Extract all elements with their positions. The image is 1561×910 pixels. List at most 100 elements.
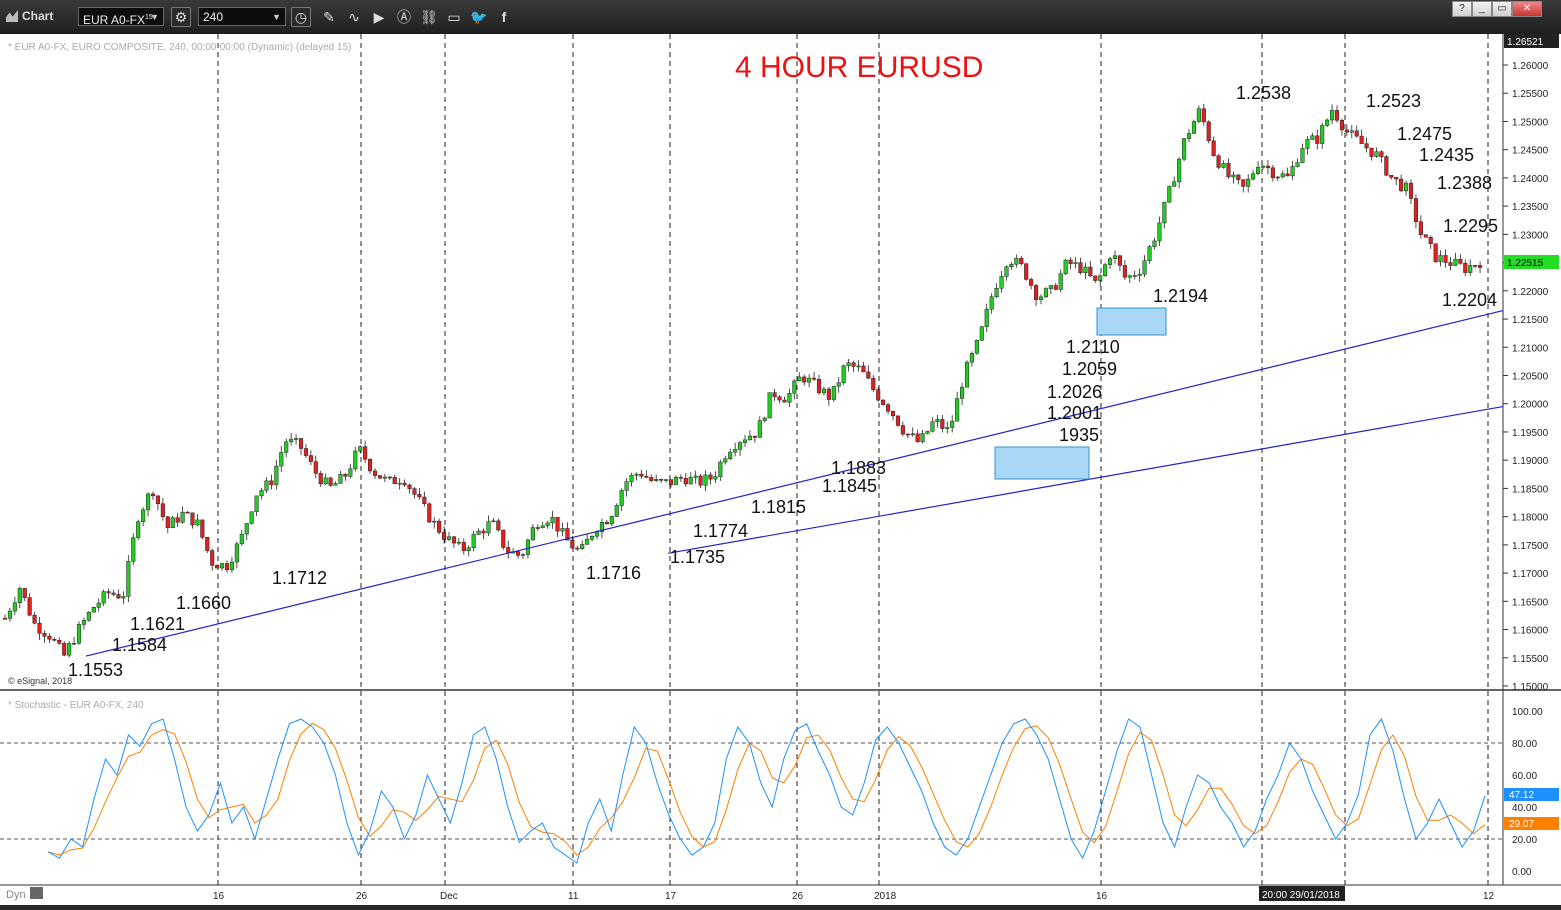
- candle-up: [989, 296, 994, 310]
- stochastic-series: [47, 717, 1486, 864]
- candle-up: [841, 365, 846, 383]
- time-tick-label: 17: [665, 891, 677, 902]
- time-tick-label: 16: [213, 891, 225, 902]
- price-tick-label: 1.17500: [1512, 541, 1549, 552]
- candle-down: [442, 532, 447, 540]
- play-icon[interactable]: ▶: [373, 9, 385, 25]
- settings-icon[interactable]: ⚙: [171, 7, 191, 27]
- candle-down: [1394, 177, 1399, 180]
- candle-up: [101, 591, 106, 604]
- chart-svg[interactable]: 1.26000 1.25500 1.25000 1.24500 1.24000 1.235…: [0, 34, 1561, 905]
- price-annotation: 1.1712: [272, 568, 327, 588]
- price-annotation: 1.1883: [831, 458, 886, 478]
- crosshair-time-text: 20:00 29/01/2018: [1262, 890, 1340, 901]
- help-button[interactable]: ?: [1452, 1, 1472, 17]
- price-tick-label: 1.19500: [1512, 428, 1549, 439]
- candle-up: [1280, 173, 1285, 178]
- candle-down: [313, 461, 318, 474]
- candle-up: [540, 525, 545, 529]
- candle-up: [76, 624, 82, 644]
- candle-down: [1201, 108, 1206, 123]
- interval-input[interactable]: 240 ▼: [198, 7, 286, 26]
- chevron-down-icon[interactable]: ▼: [150, 12, 159, 22]
- candle-down: [940, 419, 945, 429]
- candle-up: [466, 547, 471, 552]
- candle-down: [570, 539, 575, 549]
- restore-button[interactable]: ▭: [1492, 1, 1512, 17]
- minimize-button[interactable]: _: [1472, 1, 1492, 17]
- candle-up: [220, 563, 225, 569]
- trendline-lower[interactable]: [667, 405, 1504, 554]
- candle-up: [1177, 158, 1182, 183]
- candle-down: [1270, 167, 1275, 179]
- price-annotation: 1.2475: [1397, 124, 1452, 144]
- symbol-delay-superscript: 15: [145, 14, 153, 21]
- candle-down: [644, 475, 649, 478]
- price-tick-label: 1.16000: [1512, 626, 1549, 637]
- candle-up: [1172, 181, 1177, 187]
- comment-icon[interactable]: ▭: [447, 9, 461, 25]
- candle-down: [604, 521, 609, 525]
- stoch-tick-label: 0.00: [1512, 867, 1532, 878]
- candle-up: [131, 537, 136, 562]
- candle-up: [486, 521, 491, 534]
- candle-up: [348, 468, 353, 477]
- trendline-upper[interactable]: [85, 309, 1504, 657]
- facebook-icon[interactable]: f: [501, 9, 507, 25]
- candle-up: [1260, 165, 1266, 168]
- candle-down: [1029, 279, 1034, 286]
- link-icon[interactable]: ⛓: [420, 9, 438, 25]
- candle-up: [146, 493, 151, 511]
- line-tools-icon[interactable]: ∿: [348, 9, 360, 25]
- candle-down: [387, 476, 392, 479]
- candle-up: [1191, 121, 1196, 134]
- candle-down: [1117, 255, 1122, 266]
- candle-down: [1093, 275, 1098, 281]
- candle-up: [960, 386, 965, 399]
- candle-up: [1290, 166, 1295, 177]
- candle-up: [550, 517, 555, 524]
- candle-up: [1014, 258, 1019, 265]
- price-tick-label: 1.26000: [1512, 61, 1549, 72]
- candle-down: [1206, 121, 1211, 142]
- lock-icon[interactable]: [30, 887, 43, 899]
- candle-up: [358, 446, 363, 452]
- candle-up: [1275, 176, 1280, 179]
- alert-icon[interactable]: Ⓐ: [397, 9, 411, 25]
- chevron-down-icon[interactable]: ▼: [272, 12, 281, 22]
- clock-icon[interactable]: ◷: [291, 7, 311, 27]
- vertical-gridlines: [217, 34, 1489, 885]
- close-button[interactable]: ✕: [1512, 1, 1542, 17]
- pencil-icon[interactable]: ✎: [323, 9, 335, 25]
- candle-down: [668, 479, 674, 485]
- candle-down: [752, 435, 757, 438]
- candle-down: [1019, 258, 1024, 265]
- symbol-input[interactable]: EUR A0-FX15 ▼: [78, 7, 164, 27]
- price-annotation: 1.1660: [176, 593, 231, 613]
- candle-down: [407, 484, 412, 489]
- candle-up: [999, 276, 1004, 289]
- candle-up: [1246, 178, 1251, 187]
- candle-down: [57, 640, 62, 644]
- candle-up: [259, 490, 264, 497]
- twitter-icon[interactable]: 🐦: [470, 9, 488, 25]
- candle-up: [12, 602, 17, 612]
- candle-down: [871, 377, 876, 390]
- interval-value: 240: [203, 10, 224, 24]
- price-tick-label: 1.18000: [1512, 513, 1549, 524]
- price-annotation: 1.2059: [1062, 359, 1117, 379]
- candle-up: [1453, 258, 1458, 266]
- candle-down: [861, 365, 866, 373]
- candle-down: [649, 477, 654, 481]
- candle-down: [866, 371, 871, 379]
- price-axis: 1.26000 1.25500 1.25000 1.24500 1.24000 1.235…: [1503, 61, 1549, 693]
- price-annotation: 1.1845: [822, 476, 877, 496]
- candle-up: [1127, 275, 1132, 278]
- chart-toolbar: Chart EUR A0-FX15 ▼ ⚙ 240 ▼ ◷ ✎ ∿ ▶ Ⓐ ⛓ ▭ …: [0, 0, 1561, 35]
- candle-up: [1137, 273, 1142, 276]
- candle-down: [37, 622, 42, 634]
- chart-area[interactable]: 1.26000 1.25500 1.25000 1.24500 1.24000 1.235…: [0, 34, 1561, 905]
- price-annotation: 1.2026: [1047, 382, 1102, 402]
- candle-down: [402, 482, 407, 486]
